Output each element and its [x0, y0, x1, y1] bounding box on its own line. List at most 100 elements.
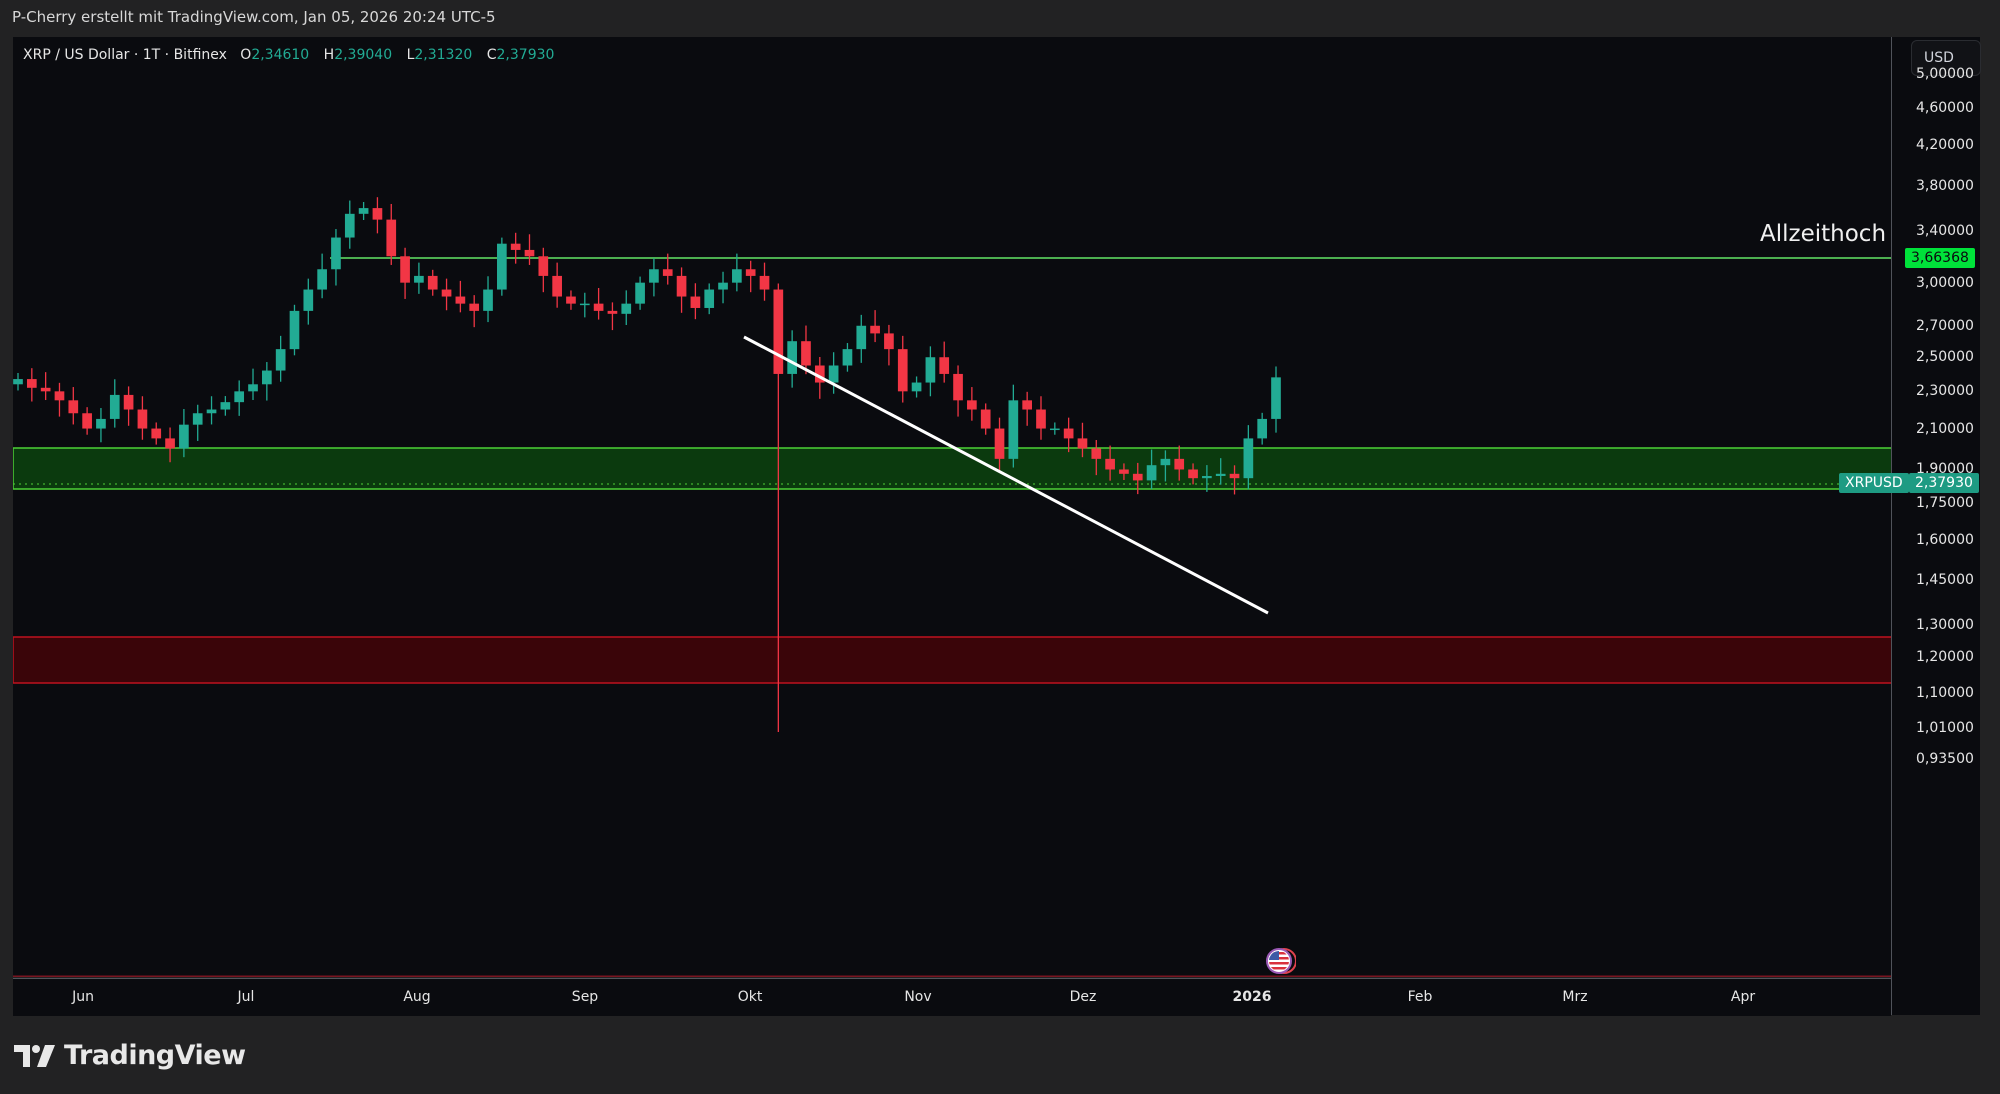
candle-body — [579, 303, 590, 306]
currency-button[interactable]: USD — [1911, 40, 1981, 76]
candle-body — [607, 310, 618, 314]
downtrend-line — [743, 335, 1269, 615]
symbol-badge: XRPUSD — [1839, 473, 1909, 493]
candle-body — [165, 438, 175, 449]
time-label: Okt — [737, 989, 763, 1005]
candle-body — [248, 384, 258, 392]
candle-body — [745, 269, 756, 276]
candle-body — [967, 400, 977, 410]
candle-body — [1132, 473, 1143, 481]
price-tick: 1,75000 — [1916, 495, 1974, 512]
candle-body — [621, 303, 632, 314]
candle-body — [911, 382, 922, 392]
axis-divider — [1891, 37, 1892, 1015]
candle-body — [455, 296, 466, 304]
candle-body — [497, 243, 507, 290]
candle-body — [372, 208, 383, 220]
time-label: Dez — [1069, 989, 1097, 1005]
candle-body — [151, 428, 162, 439]
candle-body — [552, 275, 562, 297]
candle-body — [662, 269, 673, 276]
candle-body — [704, 289, 715, 308]
candle-body — [275, 349, 286, 371]
tradingview-logo-icon — [14, 1044, 55, 1067]
price-axis[interactable] — [1892, 37, 1980, 1015]
candle-body — [123, 394, 134, 410]
candle-body — [884, 333, 894, 350]
candle-body — [400, 256, 410, 283]
price-tick: 2,50000 — [1916, 349, 1974, 366]
candle-body — [814, 365, 825, 383]
green-zone — [13, 447, 1904, 490]
candle-body — [759, 275, 770, 290]
candle-body — [206, 409, 217, 414]
candle-body — [331, 237, 341, 270]
candle-body — [566, 296, 576, 304]
candle-body — [441, 289, 452, 297]
candle-body — [483, 289, 493, 311]
candlestick-chart[interactable] — [13, 37, 1904, 977]
price-tick: 3,80000 — [1916, 177, 1974, 194]
time-label: Aug — [403, 989, 431, 1005]
candle-body — [870, 325, 880, 334]
candle-body — [690, 296, 701, 308]
price-tick: 1,10000 — [1916, 685, 1974, 702]
candle-body — [787, 341, 797, 374]
price-tick: 2,70000 — [1916, 317, 1974, 334]
candle-body — [1188, 469, 1198, 479]
current-price-badge: 2,37930 — [1909, 473, 1979, 493]
candle-body — [801, 341, 811, 366]
candle-body — [1049, 428, 1060, 431]
candle-body — [1160, 458, 1171, 466]
price-tick: 1,01000 — [1916, 719, 1974, 736]
candle-body — [96, 418, 106, 429]
candle-body — [635, 282, 645, 304]
time-axis[interactable]: Jun Jul Aug Sep Okt Nov Dez 2026 Feb Mrz Apr — [13, 978, 1891, 1016]
candle-body — [40, 387, 51, 392]
price-tick: 3,00000 — [1916, 274, 1974, 291]
price-tick: 2,30000 — [1916, 383, 1974, 400]
candle-body — [1215, 473, 1226, 476]
price-tick: 3,40000 — [1916, 223, 1974, 240]
candle-body — [1105, 458, 1115, 470]
chart-pane[interactable]: XRP / US Dollar · 1T · Bitfinex O2,34610… — [13, 37, 1904, 977]
candle-body — [1077, 438, 1088, 449]
ath-price-badge: 3,66368 — [1905, 248, 1975, 268]
candle-body — [192, 413, 203, 425]
candle-body — [303, 289, 314, 311]
time-label: 2026 — [1232, 989, 1272, 1005]
candle-body — [1229, 473, 1240, 479]
symbol-legend: XRP / US Dollar · 1T · Bitfinex O2,34610… — [23, 47, 555, 63]
price-tick: 5,00000 — [1916, 65, 1974, 82]
candle-body — [1257, 418, 1268, 439]
candle-body — [261, 370, 272, 385]
candle-body — [842, 349, 853, 366]
candle-body — [82, 413, 92, 429]
time-label: Nov — [904, 989, 932, 1005]
candle-body — [68, 400, 79, 414]
candle-body — [220, 402, 231, 410]
candle-body — [649, 269, 659, 283]
tradingview-logo[interactable]: TradingView — [14, 1040, 246, 1071]
symbol-title: XRP / US Dollar · 1T · Bitfinex — [23, 47, 227, 63]
candle-body — [1174, 458, 1185, 470]
candle-body — [538, 256, 549, 276]
candle-body — [1271, 377, 1281, 419]
ath-annotation: Allzeithoch — [1760, 221, 1887, 247]
candle-body — [994, 428, 1005, 459]
candle-body — [54, 391, 65, 401]
candle-body — [358, 208, 369, 214]
candle-body — [524, 249, 535, 257]
candle-body — [925, 357, 936, 383]
candle-body — [1063, 428, 1074, 439]
time-label: Sep — [571, 989, 599, 1005]
candle-body — [386, 219, 397, 257]
candle-body — [234, 391, 245, 403]
price-tick: 2,10000 — [1916, 420, 1974, 437]
candle-body — [13, 379, 23, 385]
us-flag-event-icon[interactable] — [1266, 946, 1296, 976]
candle-body — [1022, 400, 1033, 410]
candle-body — [676, 275, 687, 297]
time-label: Jun — [72, 989, 94, 1005]
chart-attribution: P-Cherry erstellt mit TradingView.com, J… — [12, 8, 496, 26]
